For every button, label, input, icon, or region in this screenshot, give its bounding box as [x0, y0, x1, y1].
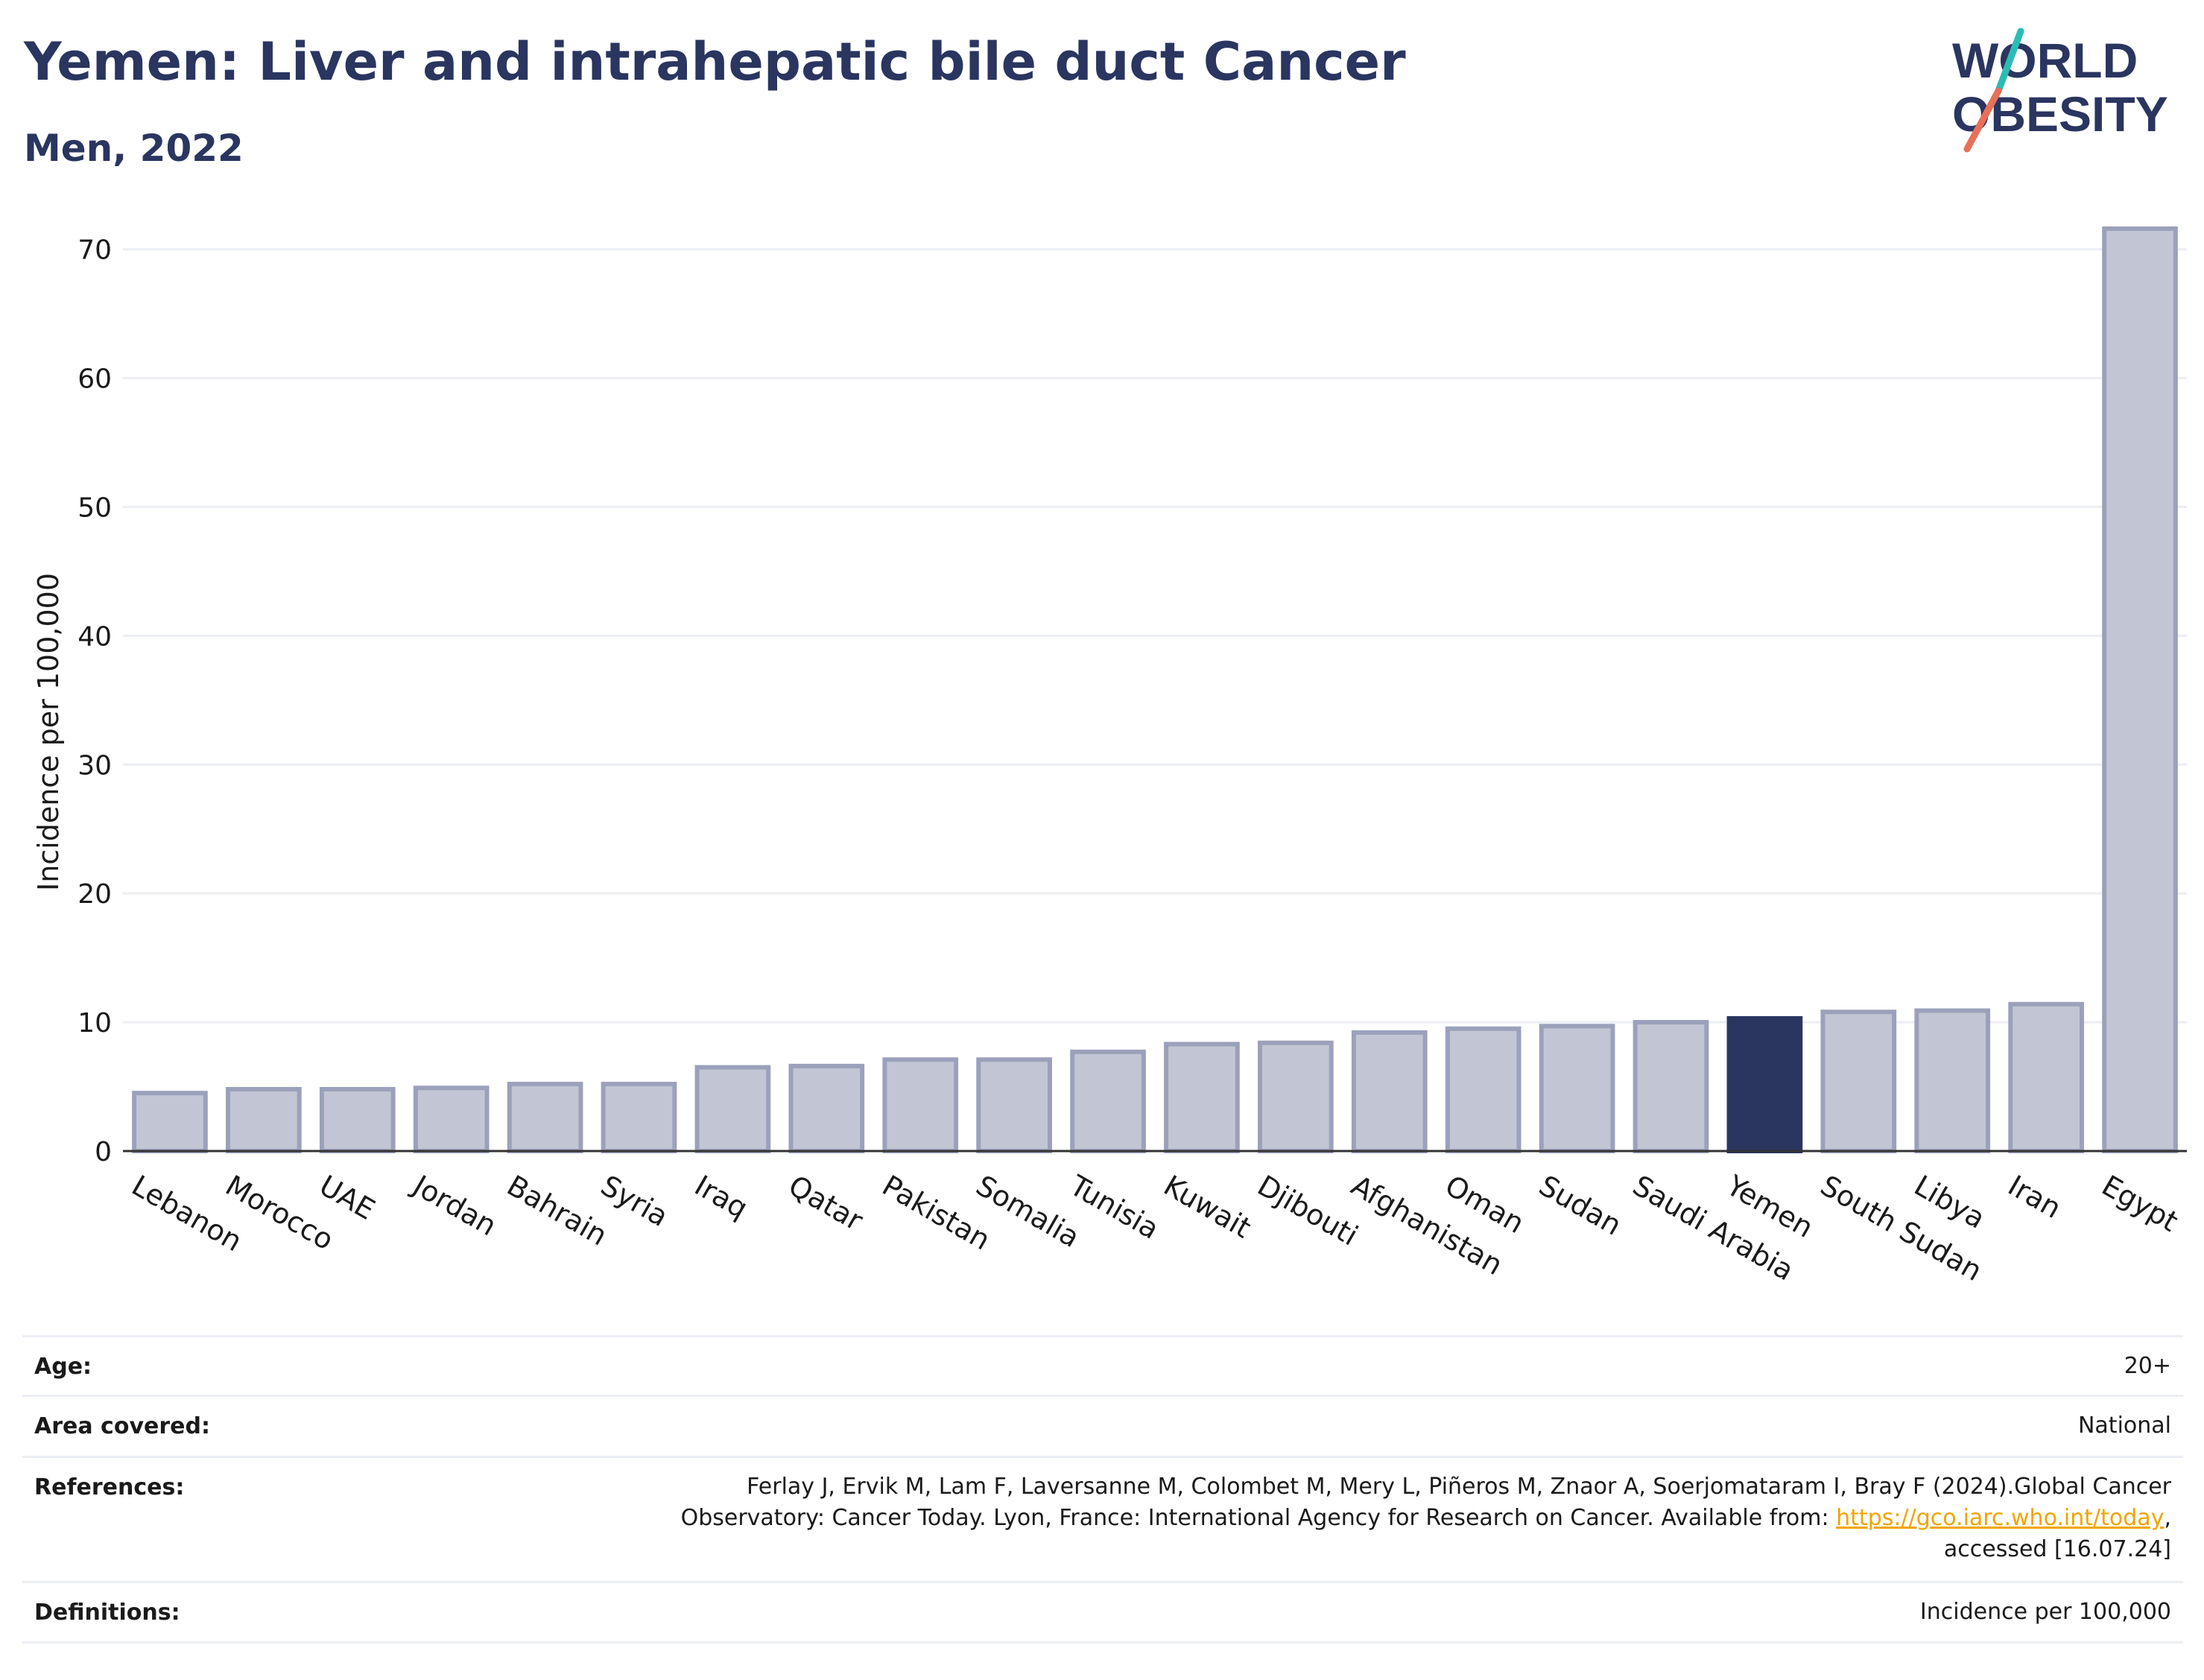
meta-definitions-value: Incidence per 100,000 — [1919, 1599, 2171, 1625]
bar-qatar[interactable] — [788, 1063, 865, 1153]
references-line-2-text: Observatory: Cancer Today. Lyon, France:… — [680, 1505, 1837, 1531]
meta-age-value: 20+ — [2124, 1353, 2171, 1379]
x-tick-label: South Sudan — [1815, 1169, 1988, 1287]
bar-iran[interactable] — [2008, 1001, 2084, 1153]
meta-definitions-label: Definitions: — [34, 1600, 180, 1626]
x-tick-label: Sudan — [1533, 1169, 1627, 1242]
bar-yemen[interactable] — [1726, 1015, 1803, 1154]
meta-divider — [22, 1641, 2183, 1643]
x-tick-label: Egypt — [2097, 1169, 2184, 1238]
bar-libya[interactable] — [1914, 1008, 1991, 1154]
bar-afghanistan[interactable] — [1351, 1030, 1428, 1153]
bar-lebanon[interactable] — [132, 1091, 208, 1153]
chart-subtitle: Men, 2022 — [24, 127, 244, 170]
meta-row-area: Area covered: National — [22, 1395, 2183, 1456]
y-tick-label: 30 — [77, 750, 112, 781]
meta-area-label: Area covered: — [34, 1413, 210, 1439]
references-line-1: Ferlay J, Ervik M, Lam F, Laversanne M, … — [747, 1474, 2171, 1500]
logo-text-world: WORLD — [1952, 33, 2138, 88]
meta-row-age: Age: 20+ — [22, 1335, 2183, 1397]
bar-oman[interactable] — [1445, 1026, 1521, 1153]
bar-djibouti[interactable] — [1258, 1040, 1334, 1153]
meta-age-label: Age: — [34, 1354, 92, 1380]
y-tick-label: 60 — [77, 364, 112, 395]
bar-south-sudan[interactable] — [1820, 1009, 1897, 1153]
bar-syria[interactable] — [601, 1082, 677, 1154]
bar-saudi-arabia[interactable] — [1633, 1020, 1709, 1154]
x-tick-label: Qatar — [783, 1169, 869, 1237]
x-tick-label: Iraq — [689, 1169, 753, 1225]
references-line-2-end: , — [2164, 1505, 2171, 1531]
bar-jordan[interactable] — [413, 1085, 490, 1154]
y-tick-label: 50 — [77, 492, 112, 523]
bar-tunisia[interactable] — [1070, 1049, 1146, 1153]
x-tick-label: Bahrain — [501, 1169, 612, 1252]
bar-morocco[interactable] — [226, 1087, 302, 1153]
bar-somalia[interactable] — [976, 1057, 1052, 1153]
x-tick-label: UAE — [314, 1169, 380, 1226]
bar-bahrain[interactable] — [507, 1082, 583, 1154]
x-tick-label: Djibouti — [1252, 1169, 1364, 1252]
chart-title: Yemen: Liver and intrahepatic bile duct … — [24, 31, 1406, 92]
world-obesity-logo: WORLD OBESITY — [1952, 28, 2168, 153]
meta-references-label: References: — [34, 1474, 185, 1500]
y-axis-ticks: 0 10 20 30 40 50 60 70 — [77, 235, 112, 1167]
bar-pakistan[interactable] — [882, 1057, 959, 1153]
x-tick-label: Saudi Arabia — [1627, 1169, 1799, 1287]
y-tick-label: 20 — [77, 879, 112, 910]
bar-uae[interactable] — [319, 1087, 396, 1153]
bar-kuwait[interactable] — [1164, 1042, 1240, 1153]
references-line-2: Observatory: Cancer Today. Lyon, France:… — [681, 1503, 2171, 1534]
logo-slash-bottom — [1963, 87, 2002, 153]
y-tick-label: 0 — [95, 1137, 112, 1167]
x-tick-label: Iran — [2003, 1169, 2067, 1225]
chart-bars — [132, 226, 2178, 1154]
x-tick-label: Jordan — [406, 1168, 501, 1243]
meta-row-definitions: Definitions: Incidence per 100,000 — [22, 1581, 2183, 1643]
bar-iraq[interactable] — [694, 1065, 771, 1153]
references-link[interactable]: https://gco.iarc.who.int/today — [1836, 1505, 2165, 1531]
chart-gridlines — [123, 248, 2187, 1024]
bar-sudan[interactable] — [1539, 1024, 1615, 1154]
y-tick-label: 10 — [77, 1008, 112, 1039]
y-tick-label: 70 — [77, 235, 112, 266]
y-tick-label: 40 — [77, 621, 112, 652]
y-axis-label: Incidence per 100,000 — [32, 573, 65, 891]
logo-slash-top — [1995, 28, 2024, 95]
meta-area-value: National — [2077, 1413, 2171, 1439]
references-line-3: accessed [16.07.24] — [1943, 1536, 2171, 1562]
x-tick-label: Pakistan — [877, 1169, 996, 1257]
bar-egypt[interactable] — [2102, 226, 2178, 1154]
meta-references-value: Ferlay J, Ervik M, Lam F, Laversanne M, … — [681, 1471, 2171, 1565]
meta-row-references: References: Ferlay J, Ervik M, Lam F, La… — [22, 1456, 2183, 1582]
x-tick-label: Kuwait — [1158, 1169, 1256, 1245]
